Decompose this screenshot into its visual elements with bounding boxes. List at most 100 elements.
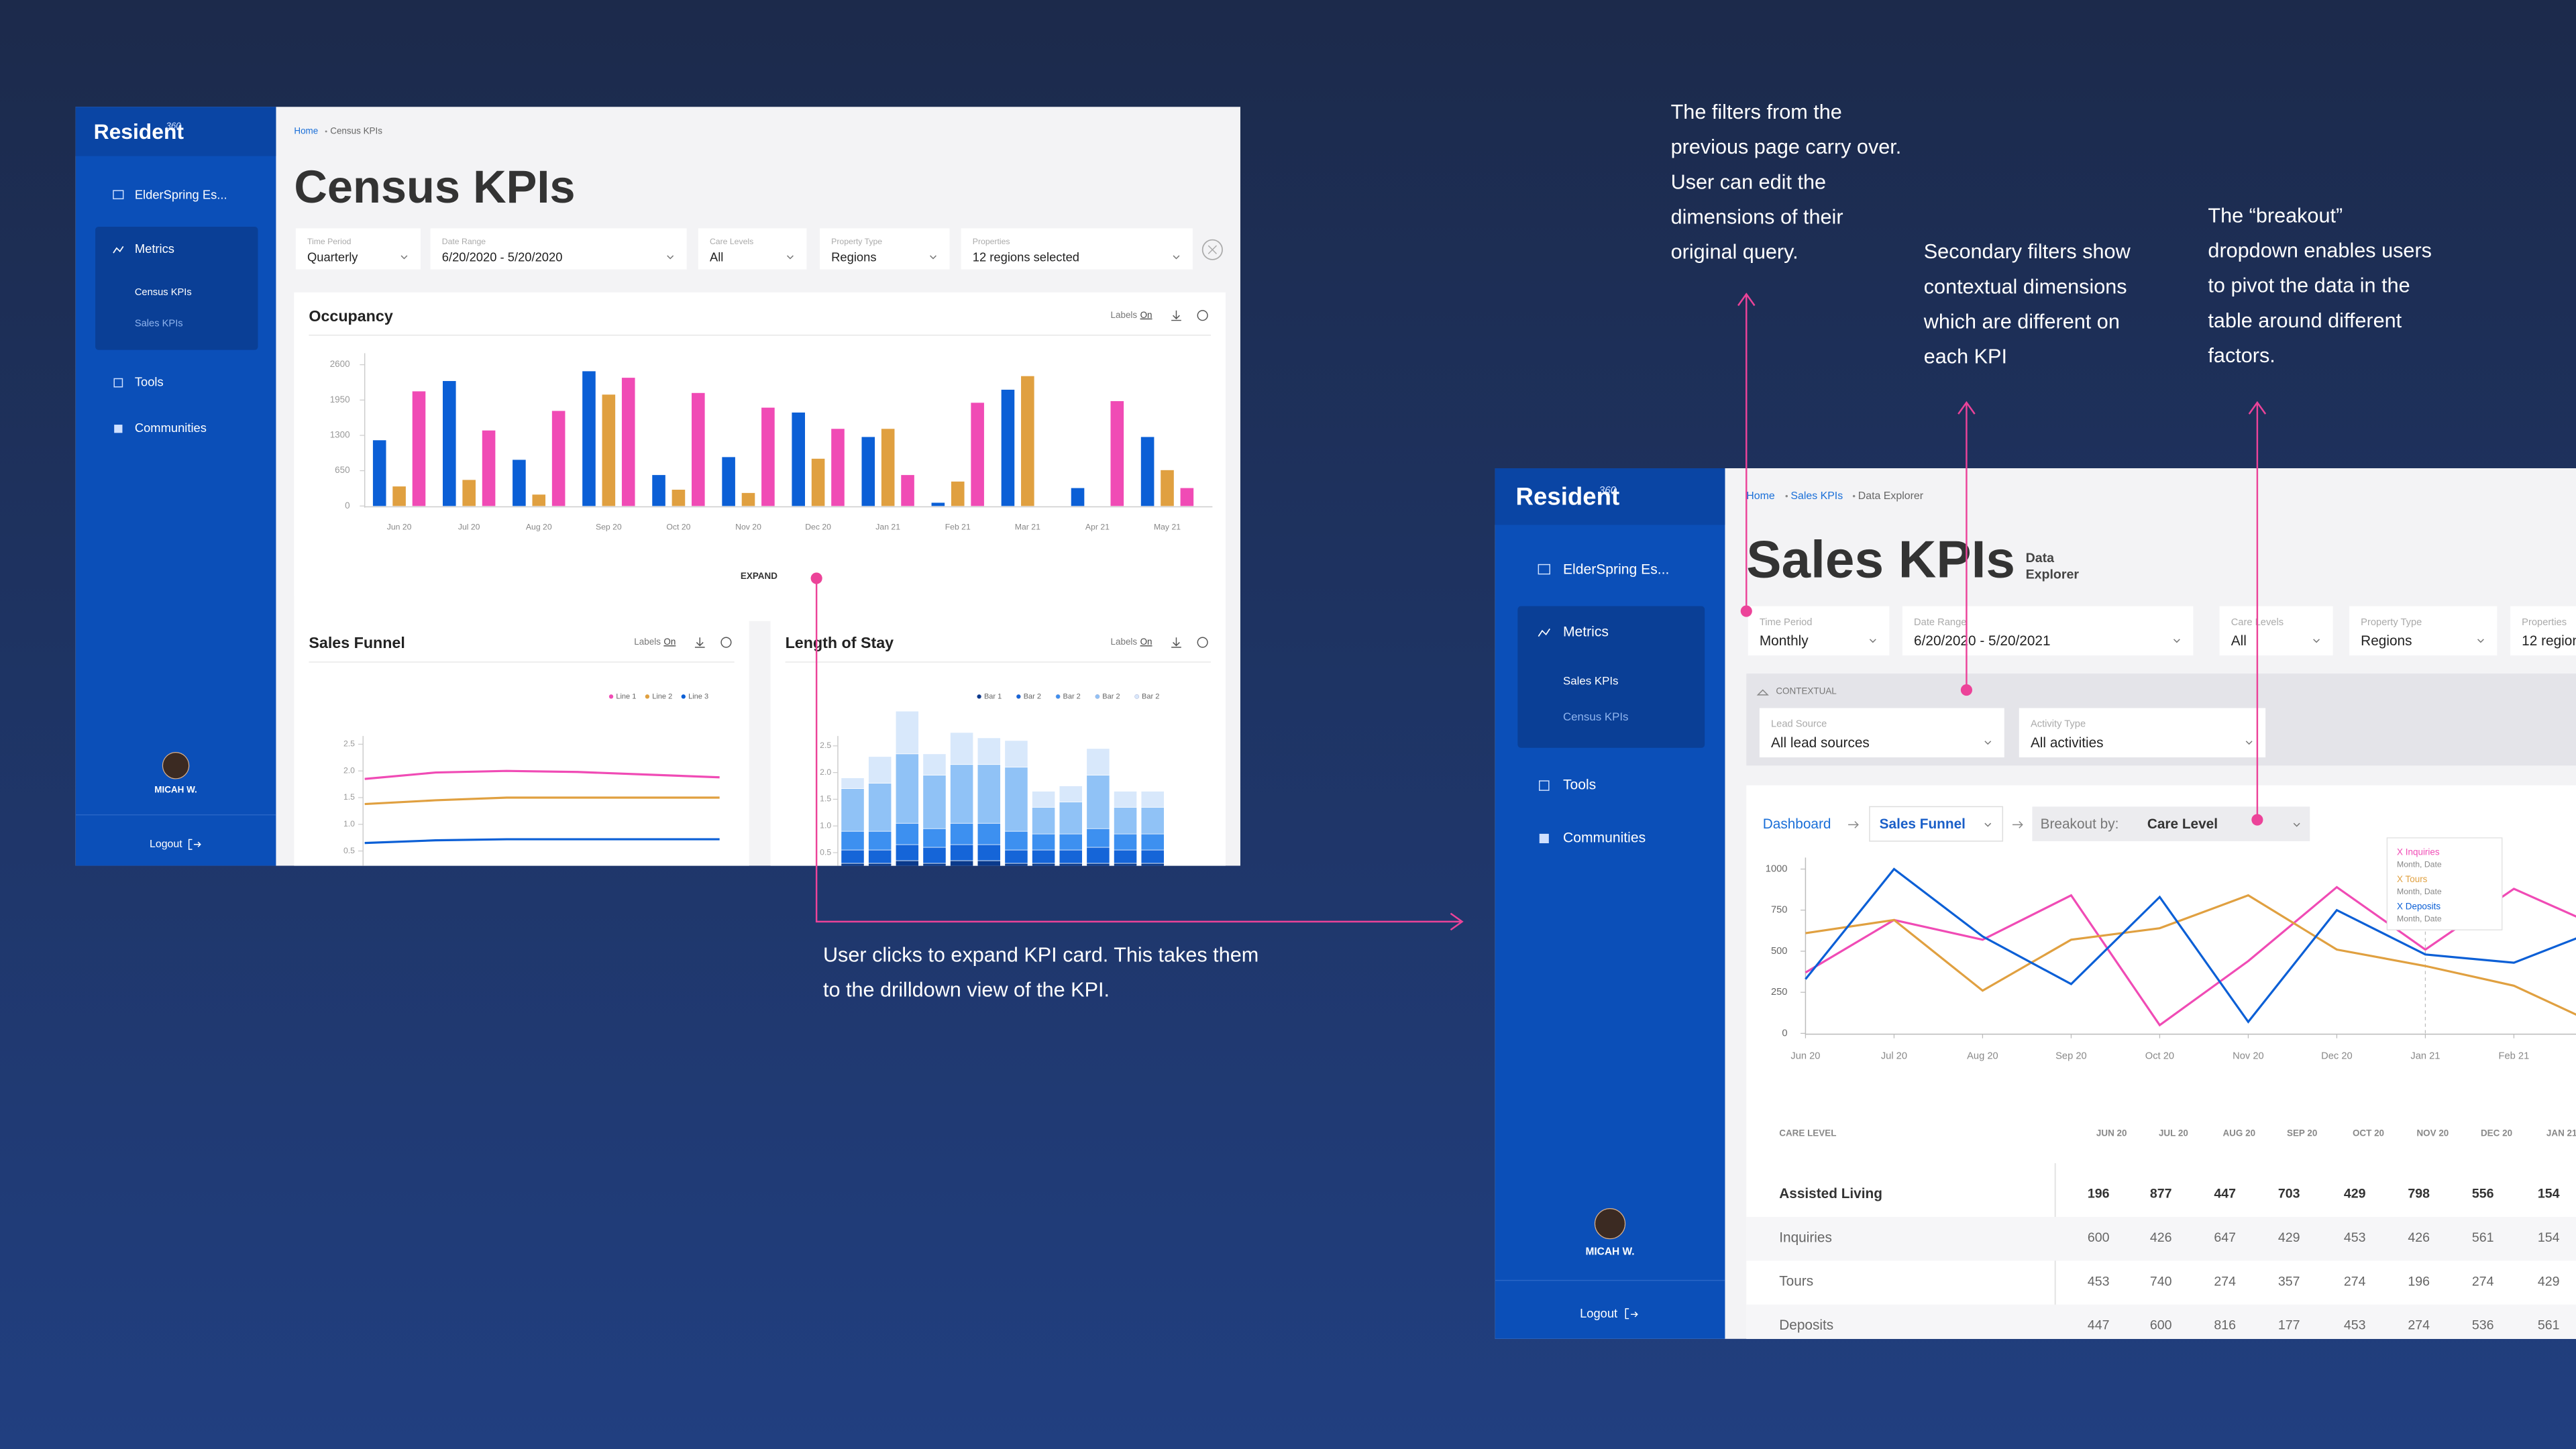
filter[interactable] (430, 228, 687, 270)
legend-swatch (645, 694, 650, 699)
annotation-text: The filters from the (1671, 101, 1842, 123)
logout[interactable]: Logout (1580, 1306, 1617, 1320)
filter[interactable] (2019, 708, 2266, 757)
x-tick-label: Sep 20 (596, 522, 622, 531)
bar (621, 378, 635, 506)
chevron (2173, 639, 2180, 643)
labels-state[interactable]: On (1140, 637, 1152, 647)
nav-tools[interactable]: Tools (135, 374, 164, 388)
annotation-dot (2251, 814, 2263, 826)
bar-segment (922, 847, 947, 864)
nav-sub[interactable]: Census KPIs (135, 287, 192, 298)
dashboard-link[interactable]: Dashboard (1763, 816, 1831, 832)
contextual-title: CONTEXTUAL (1776, 686, 1837, 696)
breadcrumb[interactable]: Sales KPIs (1790, 490, 1843, 502)
nav-communities[interactable]: Communities (135, 421, 207, 435)
y-tick-label: 0.5 (820, 847, 831, 857)
title-tag: Data (2026, 551, 2055, 566)
bar-segment (977, 737, 1001, 765)
card-title: Sales Funnel (309, 634, 405, 651)
clear-filters[interactable] (1201, 239, 1223, 260)
breakout-dropdown[interactable] (2032, 806, 2310, 841)
column-header: JAN 21 (2546, 1128, 2576, 1138)
nav-metrics[interactable]: Metrics (1563, 625, 1609, 640)
bar (372, 440, 386, 506)
bar (482, 430, 496, 506)
labels-toggle[interactable]: Labels (1111, 310, 1138, 320)
nav-org[interactable]: ElderSpring Es... (135, 187, 227, 201)
x-tick-label: Dec 20 (805, 522, 831, 531)
filter[interactable] (295, 228, 421, 270)
table-cell: 177 (2278, 1318, 2300, 1333)
filter[interactable] (2349, 606, 2498, 656)
breakout-value: Care Level (2147, 816, 2218, 832)
labels-toggle[interactable]: Labels (1111, 637, 1138, 647)
annotation-text: each KPI (1924, 345, 2007, 368)
expand-button[interactable]: EXPAND (741, 571, 777, 581)
breadcrumb: Census KPIs (330, 125, 382, 136)
filter-value: Monthly (1760, 633, 1809, 649)
user-name: MICAH W. (1585, 1246, 1634, 1257)
filter[interactable] (698, 228, 807, 270)
nav-metrics[interactable]: Metrics (135, 241, 174, 256)
x-tick-label: Feb 21 (945, 522, 971, 531)
nav-sub[interactable]: Sales KPIs (135, 318, 183, 329)
filter-label: Lead Source (1771, 719, 1827, 730)
annotation-text: contextual dimensions (1924, 275, 2127, 298)
labels-state[interactable]: On (1140, 310, 1152, 320)
breadcrumb-dot (1852, 494, 1856, 498)
filter-value: All activities (2031, 735, 2104, 751)
bar (1001, 389, 1015, 506)
annotation-text: to pivot the data in the (2208, 274, 2410, 297)
tooltip-title: X Deposits (2397, 901, 2440, 911)
tooltip-sub: Month, Date (2397, 887, 2442, 896)
table-cell: 447 (2214, 1187, 2236, 1201)
logout[interactable]: Logout (150, 839, 182, 850)
row-band (1746, 1216, 2576, 1261)
annotation-text: original query. (1671, 241, 1799, 264)
bar (1110, 400, 1124, 506)
filter[interactable] (2219, 606, 2333, 656)
bar (811, 458, 825, 506)
y-tick-label: 1.5 (343, 792, 355, 802)
column-header: NOV 20 (2416, 1128, 2449, 1138)
nav-org[interactable]: ElderSpring Es... (1563, 562, 1669, 578)
filter[interactable] (1902, 606, 2194, 656)
x-tick-label: Oct 20 (666, 522, 690, 531)
filter-label: Time Period (1760, 617, 1813, 628)
annotation-text: to the drilldown view of the KPI. (823, 979, 1110, 1002)
annotation-text: dimensions of their (1671, 206, 1843, 229)
annotations: The filters from the previous page carry … (810, 101, 2432, 1002)
bar-segment (977, 844, 1001, 861)
filter[interactable] (1748, 606, 1890, 656)
nav-sub[interactable]: Census KPIs (1563, 710, 1629, 723)
filter-label: Date Range (442, 237, 486, 246)
filter[interactable] (961, 228, 1193, 270)
bar-segment (1004, 830, 1028, 851)
table-cell: 536 (2472, 1318, 2494, 1333)
filter[interactable] (2510, 606, 2576, 656)
bar-segment (1114, 833, 1138, 851)
nav-sub[interactable]: Sales KPIs (1563, 675, 1619, 688)
bar-segment (922, 828, 947, 848)
y-tick-label: 0 (1782, 1028, 1787, 1038)
kpi-dropdown[interactable] (1869, 806, 2004, 842)
card-title: Length of Stay (786, 634, 894, 651)
table-cell: 154 (2538, 1187, 2560, 1201)
filter-value: Quarterly (307, 250, 358, 264)
breadcrumb[interactable]: Home (1746, 490, 1775, 502)
nav-communities[interactable]: Communities (1563, 830, 1646, 846)
column-header: SEP 20 (2287, 1128, 2317, 1138)
table-cell: 426 (2408, 1230, 2430, 1245)
table-cell: 798 (2408, 1187, 2430, 1201)
annotation-arrow (815, 578, 1464, 931)
filter-label: Property Type (2361, 617, 2422, 628)
page-title: Census KPIs (294, 161, 575, 213)
filter[interactable] (820, 228, 950, 270)
labels-toggle[interactable]: Labels (634, 637, 661, 647)
breadcrumb: Data Explorer (1858, 490, 1924, 502)
breadcrumb[interactable]: Home (294, 125, 318, 136)
labels-state[interactable]: On (663, 637, 676, 647)
filter[interactable] (1759, 708, 2004, 757)
nav-tools[interactable]: Tools (1563, 777, 1596, 793)
